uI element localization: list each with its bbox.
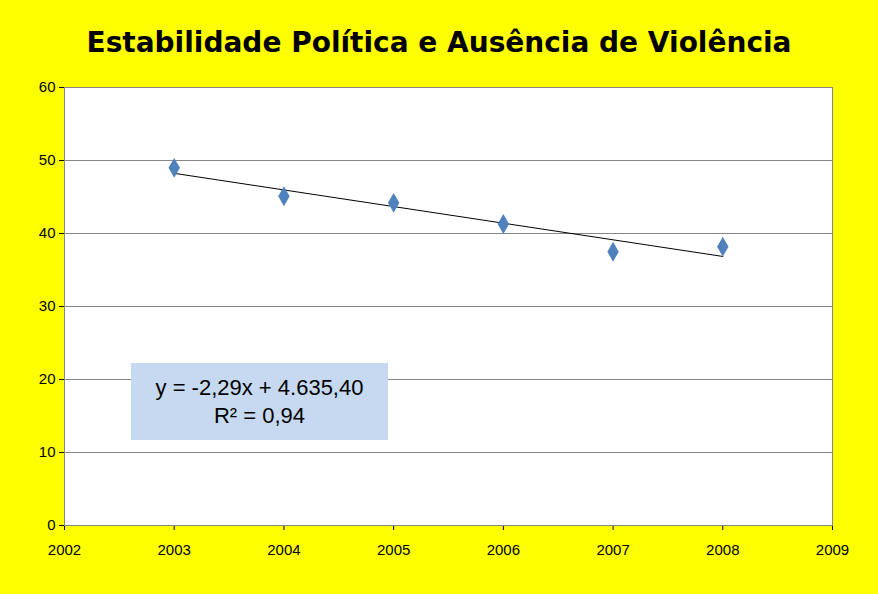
svg-text:40: 40 xyxy=(39,224,56,241)
svg-text:2002: 2002 xyxy=(48,541,81,558)
svg-text:2009: 2009 xyxy=(816,541,849,558)
svg-text:60: 60 xyxy=(39,78,56,95)
html-text:y = -2,29x + 4.635,40: y = -2,29x + 4.635,40 xyxy=(155,374,364,400)
svg-text:2004: 2004 xyxy=(267,541,300,558)
svg-text:2003: 2003 xyxy=(158,541,191,558)
html-text:Estabilidade Política e Ausênc: Estabilidade Política e Ausência de Viol… xyxy=(86,26,792,59)
html-text:R² = 0,94: R² = 0,94 xyxy=(213,402,305,428)
svg-text:0: 0 xyxy=(47,516,55,533)
svg-text:10: 10 xyxy=(39,443,56,460)
svg-text:50: 50 xyxy=(39,151,56,168)
svg-text:30: 30 xyxy=(39,297,56,314)
svg-text:2005: 2005 xyxy=(377,541,410,558)
svg-text:2007: 2007 xyxy=(596,541,629,558)
svg-text:20: 20 xyxy=(39,370,56,387)
svg-text:2006: 2006 xyxy=(487,541,520,558)
svg-text:2008: 2008 xyxy=(706,541,739,558)
